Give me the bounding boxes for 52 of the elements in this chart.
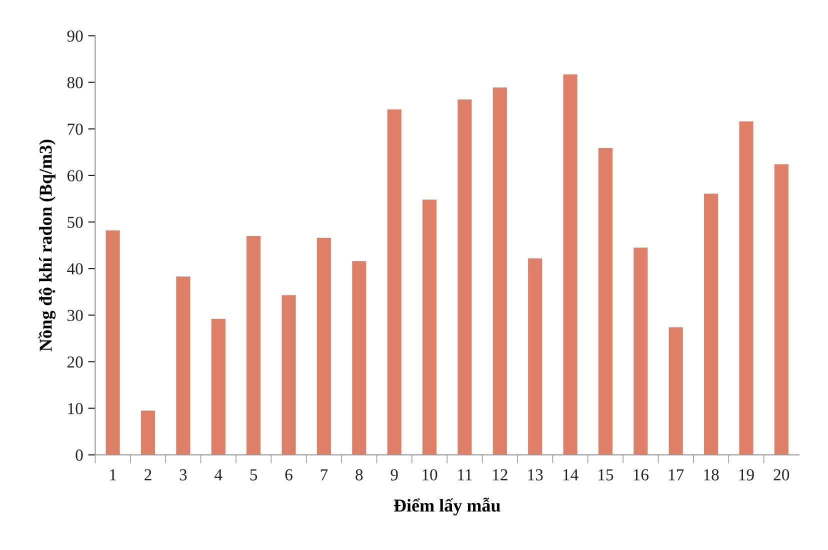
x-tick-label: 10 (422, 469, 438, 480)
y-tick-label: 30 (68, 310, 83, 322)
x-tick-label: 2 (144, 469, 152, 480)
bar (316, 238, 331, 455)
x-tick-label: 7 (320, 469, 328, 480)
x-axis-title: Điểm lấy mẫu (394, 498, 500, 516)
y-tick-label: 70 (68, 124, 83, 135)
bar (634, 248, 648, 455)
bar (140, 410, 156, 455)
x-tick-label: 15 (598, 469, 614, 480)
x-tick-label: 14 (563, 469, 578, 480)
x-tick-label: 16 (634, 469, 648, 480)
bar (106, 230, 120, 455)
bar (774, 164, 788, 455)
bar (492, 87, 507, 455)
x-tick-label: 8 (356, 469, 363, 480)
bar (704, 194, 718, 455)
y-tick-label: 80 (67, 77, 83, 88)
bar (422, 200, 437, 455)
x-tick-label: 1 (110, 469, 116, 480)
bar (246, 236, 261, 455)
bar (282, 295, 296, 455)
x-tick-label: 18 (704, 469, 719, 480)
x-tick-label: 19 (739, 469, 754, 480)
bar (598, 148, 613, 455)
y-tick-label: 0 (76, 450, 83, 461)
y-tick-label: 60 (67, 170, 83, 182)
bar (211, 318, 226, 455)
y-tick-label: 10 (68, 402, 83, 414)
x-tick-label: 17 (668, 469, 684, 480)
y-tick-label: 50 (68, 216, 83, 228)
bar (563, 74, 578, 455)
bar (352, 261, 366, 455)
y-tick-label: 90 (67, 30, 83, 42)
bar (528, 258, 542, 455)
bar (458, 100, 472, 455)
bar (387, 109, 402, 455)
y-tick-label: 20 (67, 356, 83, 368)
x-tick-label: 11 (458, 469, 472, 480)
x-tick-label: 9 (390, 469, 398, 480)
x-tick-label: 20 (774, 469, 790, 480)
bar (739, 121, 754, 455)
bar (176, 276, 190, 455)
y-axis-title: Nồng độ khí radon (Bq/m3) (38, 140, 56, 352)
x-tick-label: 3 (180, 469, 187, 480)
x-tick-label: 4 (214, 469, 222, 480)
x-tick-label: 13 (528, 469, 543, 480)
y-tick-label: 40 (67, 263, 83, 275)
x-tick-label: 12 (493, 469, 508, 480)
x-tick-label: 5 (250, 469, 258, 480)
bar (668, 327, 683, 455)
x-tick-label: 6 (285, 469, 292, 480)
